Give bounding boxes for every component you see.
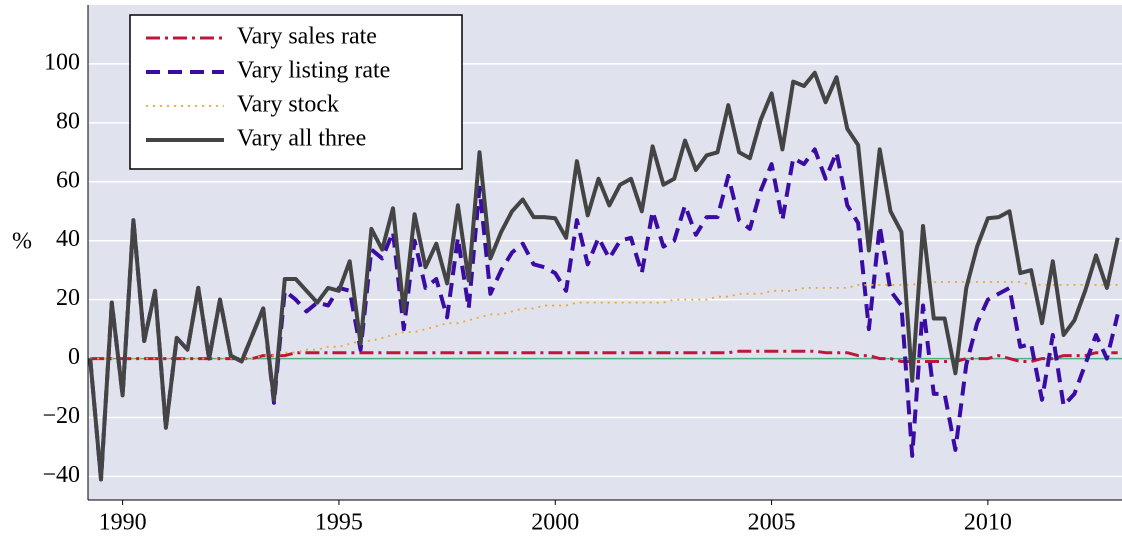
y-tick-label: −20 (42, 403, 80, 429)
series-line (88, 70, 1120, 482)
x-tick-label: 2005 (748, 510, 796, 536)
y-axis-label: % (12, 229, 32, 255)
y-tick-label: 60 (56, 167, 80, 193)
y-tick-label: −40 (42, 462, 80, 488)
legend-label: Vary all three (237, 126, 366, 152)
y-tick-label: 80 (56, 108, 80, 134)
legend: Vary sales rate Vary listing rate Vary sto… (129, 14, 463, 170)
legend-label: Vary listing rate (237, 58, 390, 84)
y-tick-label: 100 (44, 49, 80, 75)
y-tick-label: 40 (56, 226, 80, 252)
x-tick-label: 2010 (964, 510, 1012, 536)
y-tick-label: 20 (56, 285, 80, 311)
x-tick-label: 1995 (315, 510, 363, 536)
x-tick-label: 2000 (531, 510, 579, 536)
legend-label: Vary stock (237, 92, 339, 118)
legend-box (129, 14, 463, 170)
legend-label: Vary sales rate (237, 24, 377, 50)
y-tick-label: 0 (68, 344, 80, 370)
series-line (90, 349, 1118, 363)
x-tick-label: 1990 (99, 510, 147, 536)
